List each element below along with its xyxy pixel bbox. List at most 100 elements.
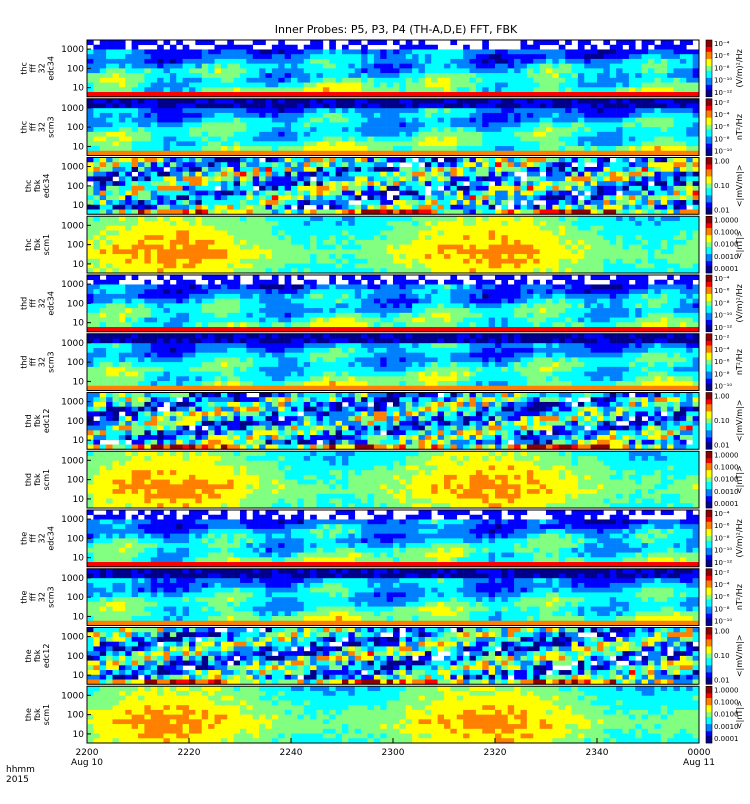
spectrogram-cell [355, 259, 362, 264]
spectrogram-cell [355, 49, 362, 54]
spectrogram-cell [623, 205, 630, 210]
spectrogram-cell [514, 245, 521, 250]
spectrogram-cell [119, 68, 126, 73]
spectrogram-cell [629, 83, 636, 88]
spectrogram-cell [482, 245, 489, 250]
spectrogram-cell [667, 245, 674, 250]
spectrogram-cell [240, 191, 247, 196]
spectrogram-cell [202, 108, 209, 113]
spectrogram-cell [157, 78, 164, 83]
spectrogram-cell [132, 240, 139, 245]
spectrogram-cell [387, 254, 394, 259]
spectrogram-cell [119, 167, 126, 172]
spectrogram-cell [374, 205, 381, 210]
spectrogram-cell [310, 249, 317, 254]
spectrogram-cell [106, 240, 113, 245]
spectrogram-cell [438, 99, 445, 104]
spectrogram-cell [476, 280, 483, 285]
spectrogram-cell [253, 158, 260, 163]
spectrogram-cell [208, 264, 215, 269]
spectrogram-cell [412, 73, 419, 78]
spectrogram-cell [317, 259, 324, 264]
spectrogram-cell [591, 216, 598, 221]
spectrogram-cell [661, 245, 668, 250]
spectrogram-cell [215, 132, 222, 137]
spectrogram-cell [297, 78, 304, 83]
spectrogram-cell [521, 254, 528, 259]
spectrogram-cell [457, 113, 464, 118]
spectrogram-cell [272, 87, 279, 92]
y-tick-label: 100 [67, 123, 84, 133]
spectrogram-cell [572, 254, 579, 259]
spectrogram-cell [119, 40, 126, 45]
spectrogram-cell [380, 78, 387, 83]
spectrogram-cell [132, 83, 139, 88]
spectrogram-cell [106, 103, 113, 108]
spectrogram-cell [591, 68, 598, 73]
spectrogram-cell [546, 108, 553, 113]
spectrogram-cell [674, 264, 681, 269]
spectrogram-cell [412, 284, 419, 289]
spectrogram-cell [463, 221, 470, 226]
spectrogram-cell [221, 205, 228, 210]
spectrogram-cell [565, 108, 572, 113]
spectrogram-cell [603, 59, 610, 64]
spectrogram-cell [552, 78, 559, 83]
spectrogram-cell [495, 127, 502, 132]
spectrogram-cell [559, 127, 566, 132]
spectrogram-cell [431, 73, 438, 78]
spectrogram-cell [164, 68, 171, 73]
spectrogram-cell [227, 108, 234, 113]
spectrogram-cell [170, 162, 177, 167]
spectrogram-cell [119, 221, 126, 226]
spectrogram-cell [93, 294, 100, 299]
spectrogram-cell [444, 158, 451, 163]
spectrogram-cell [399, 127, 406, 132]
spectrogram-cell [348, 195, 355, 200]
spectrogram-cell [304, 54, 311, 59]
spectrogram-cell [674, 137, 681, 142]
spectrogram-cell [355, 103, 362, 108]
spectrogram-cell [361, 172, 368, 177]
spectrogram-cell [259, 195, 266, 200]
spectrogram-cell [387, 146, 394, 151]
spectrogram-cell [374, 73, 381, 78]
spectrogram-cell [170, 284, 177, 289]
spectrogram-cell [151, 240, 158, 245]
spectrogram-cell [272, 240, 279, 245]
spectrogram-cell [310, 40, 317, 45]
spectrogram-cell [348, 73, 355, 78]
spectrogram-cell [151, 259, 158, 264]
spectrogram-cell [623, 40, 630, 45]
spectrogram-cell [476, 118, 483, 123]
spectrogram-cell [578, 280, 585, 285]
spectrogram-cell [584, 113, 591, 118]
colorbar-swatch [706, 254, 712, 257]
spectrogram-cell [603, 118, 610, 123]
spectrogram-cell [623, 108, 630, 113]
spectrogram-cell [259, 113, 266, 118]
spectrogram-cell [336, 54, 343, 59]
spectrogram-cell [106, 191, 113, 196]
spectrogram-cell [272, 195, 279, 200]
spectrogram-cell [272, 103, 279, 108]
spectrogram-cell [278, 216, 285, 221]
spectrogram-cell [368, 137, 375, 142]
spectrogram-cell [240, 146, 247, 151]
spectrogram-cell [616, 195, 623, 200]
spectrogram-cell [132, 230, 139, 235]
spectrogram-cell [380, 245, 387, 250]
spectrogram-cell [266, 200, 273, 205]
spectrogram-cell [113, 205, 120, 210]
colorbar-tick-label: 1.00 [714, 158, 730, 166]
spectrogram-cell [489, 167, 496, 172]
spectrogram-cell [578, 99, 585, 104]
spectrogram-cell [686, 54, 693, 59]
spectrogram-cell [393, 137, 400, 142]
spectrogram-cell [215, 137, 222, 142]
spectrogram-cell [87, 108, 94, 113]
spectrogram-cell [329, 99, 336, 104]
spectrogram-cell [189, 172, 196, 177]
spectrogram-cell [565, 122, 572, 127]
spectrogram-cell [399, 78, 406, 83]
